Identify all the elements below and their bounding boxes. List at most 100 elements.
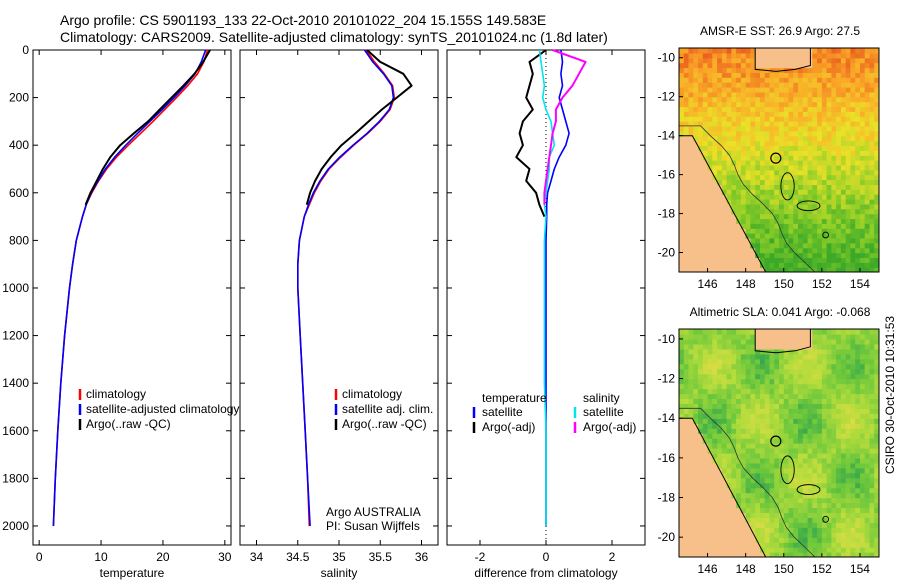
legend-label: satellite: [583, 405, 624, 419]
reef-outline: [796, 484, 821, 495]
coastline: [679, 135, 767, 272]
map-title: Altimetric SLA: 0.041 Argo: -0.068: [690, 305, 871, 319]
y-tick-label: 1000: [2, 281, 29, 295]
map-y-tick-label: -16: [658, 168, 676, 182]
x-tick-label: 20: [156, 550, 170, 564]
map-x-tick-label: 150: [774, 562, 794, 576]
legend-label: climatology: [86, 387, 146, 401]
x-tick-label: 36: [415, 550, 429, 564]
chart-title-line-2: Climatology: CARS2009. Satellite-adjuste…: [60, 29, 608, 45]
x-tick-label: 35.5: [369, 550, 393, 564]
legend-label: Argo(-adj): [583, 420, 636, 434]
png-coastline: [754, 48, 811, 72]
y-tick-label: 400: [9, 138, 29, 152]
series-line-salinity-1: [296, 49, 395, 527]
x-tick-label: 35: [332, 550, 346, 564]
y-tick-label: 200: [9, 91, 29, 105]
series-line-temperature-1: [52, 49, 207, 527]
y-tick-label: 1600: [2, 424, 29, 438]
map-y-tick-label: -10: [658, 51, 676, 65]
map-y-tick-label: -12: [658, 372, 676, 386]
side-credit: CSIRO 30-Oct-2010 10:31:53: [880, 230, 900, 560]
legend-label: satellite: [482, 405, 523, 419]
map-y-tick-label: -12: [658, 90, 676, 104]
reef-outline: [796, 200, 821, 212]
argo-float-marker: [770, 435, 782, 447]
legend-group-title: temperature: [482, 391, 547, 405]
panel-difference: -2 0 2 difference from climatology temperatu…: [446, 49, 646, 580]
map-x-tick-label: 150: [774, 277, 794, 291]
map-frame: [678, 328, 880, 558]
map-sst_map: AMSR-E SST: 26.9 Argo: 27.5 146 148 150 152 1…: [658, 24, 880, 291]
annotation-text: Argo AUSTRALIA: [326, 505, 421, 519]
series-line-temperature-2: [84, 49, 211, 206]
plot-frame: [32, 49, 232, 546]
map-sla_map: Altimetric SLA: 0.041 Argo: -0.068 146 148…: [658, 305, 880, 576]
reef-outline: [822, 231, 829, 239]
series-line-difference-1: [515, 49, 547, 217]
x-tick-label: 0: [36, 550, 43, 564]
annotation-text: PI: Susan Wijffels: [326, 519, 420, 533]
y-tick-label: 2000: [2, 519, 29, 533]
x-tick-label: 0: [543, 550, 550, 564]
argo-float-marker: [770, 152, 782, 164]
map-x-tick-label: 148: [736, 277, 756, 291]
y-tick-label: 600: [9, 186, 29, 200]
map-x-tick-label: 152: [812, 277, 832, 291]
chart-title-line-1: Argo profile: CS 5901193_133 22-Oct-2010…: [60, 12, 547, 28]
side-credit-label: CSIRO 30-Oct-2010 10:31:53: [883, 315, 897, 475]
coastline: [679, 417, 767, 557]
map-y-tick-label: -10: [658, 332, 676, 346]
png-coastline: [754, 329, 811, 354]
shelf-contour: [679, 125, 816, 272]
plot-frame: [239, 49, 439, 546]
reef-outline: [822, 515, 829, 523]
legend-label: Argo(-adj): [482, 420, 535, 434]
map-cells: [679, 48, 879, 272]
map-y-tick-label: -20: [658, 246, 676, 260]
legend-label: satellite-adjusted climatology: [86, 402, 239, 416]
series-line-difference-0: [545, 49, 570, 526]
y-tick-label: 800: [9, 233, 29, 247]
x-tick-label: -2: [475, 550, 486, 564]
series-line-salinity-2: [305, 49, 413, 205]
legend-group-title: salinity: [583, 391, 620, 405]
map-x-tick-label: 152: [812, 562, 832, 576]
map-frame: [678, 47, 880, 273]
x-axis-label: salinity: [321, 566, 358, 580]
panel-salinity: 34 34.5 35 35.5 36 salinity climatologysatelli…: [239, 49, 439, 580]
x-tick-label: 34: [250, 550, 264, 564]
x-axis-label: temperature: [100, 566, 165, 580]
series-line-difference-3: [543, 49, 587, 205]
shelf-contour: [679, 407, 816, 557]
map-y-tick-label: -14: [658, 129, 676, 143]
legend-label: Argo(..raw -QC): [342, 417, 427, 431]
reef-outline: [780, 455, 795, 485]
map-x-tick-label: 146: [698, 562, 718, 576]
x-tick-label: 30: [218, 550, 232, 564]
map-x-tick-label: 154: [850, 277, 870, 291]
map-title: AMSR-E SST: 26.9 Argo: 27.5: [700, 24, 860, 38]
x-axis-label: difference from climatology: [474, 566, 617, 580]
x-tick-label: 10: [94, 550, 108, 564]
map-x-tick-label: 148: [736, 562, 756, 576]
x-tick-label: 2: [609, 550, 616, 564]
y-tick-label: 1400: [2, 376, 29, 390]
map-x-tick-label: 154: [850, 562, 870, 576]
y-tick-label: 1800: [2, 471, 29, 485]
map-cells: [679, 329, 879, 557]
map-y-tick-label: -18: [658, 491, 676, 505]
map-y-tick-label: -14: [658, 411, 676, 425]
map-y-tick-label: -16: [658, 451, 676, 465]
legend-label: satellite adj. clim.: [342, 402, 433, 416]
map-x-tick-label: 146: [698, 277, 718, 291]
legend-label: Argo(..raw -QC): [86, 417, 171, 431]
y-tick-label: 1200: [2, 329, 29, 343]
reef-outline: [780, 172, 795, 201]
y-tick-label: 0: [22, 43, 29, 57]
series-line-difference-2: [538, 49, 556, 526]
legend-label: climatology: [342, 387, 402, 401]
map-y-tick-label: -20: [658, 530, 676, 544]
map-y-tick-label: -18: [658, 207, 676, 221]
